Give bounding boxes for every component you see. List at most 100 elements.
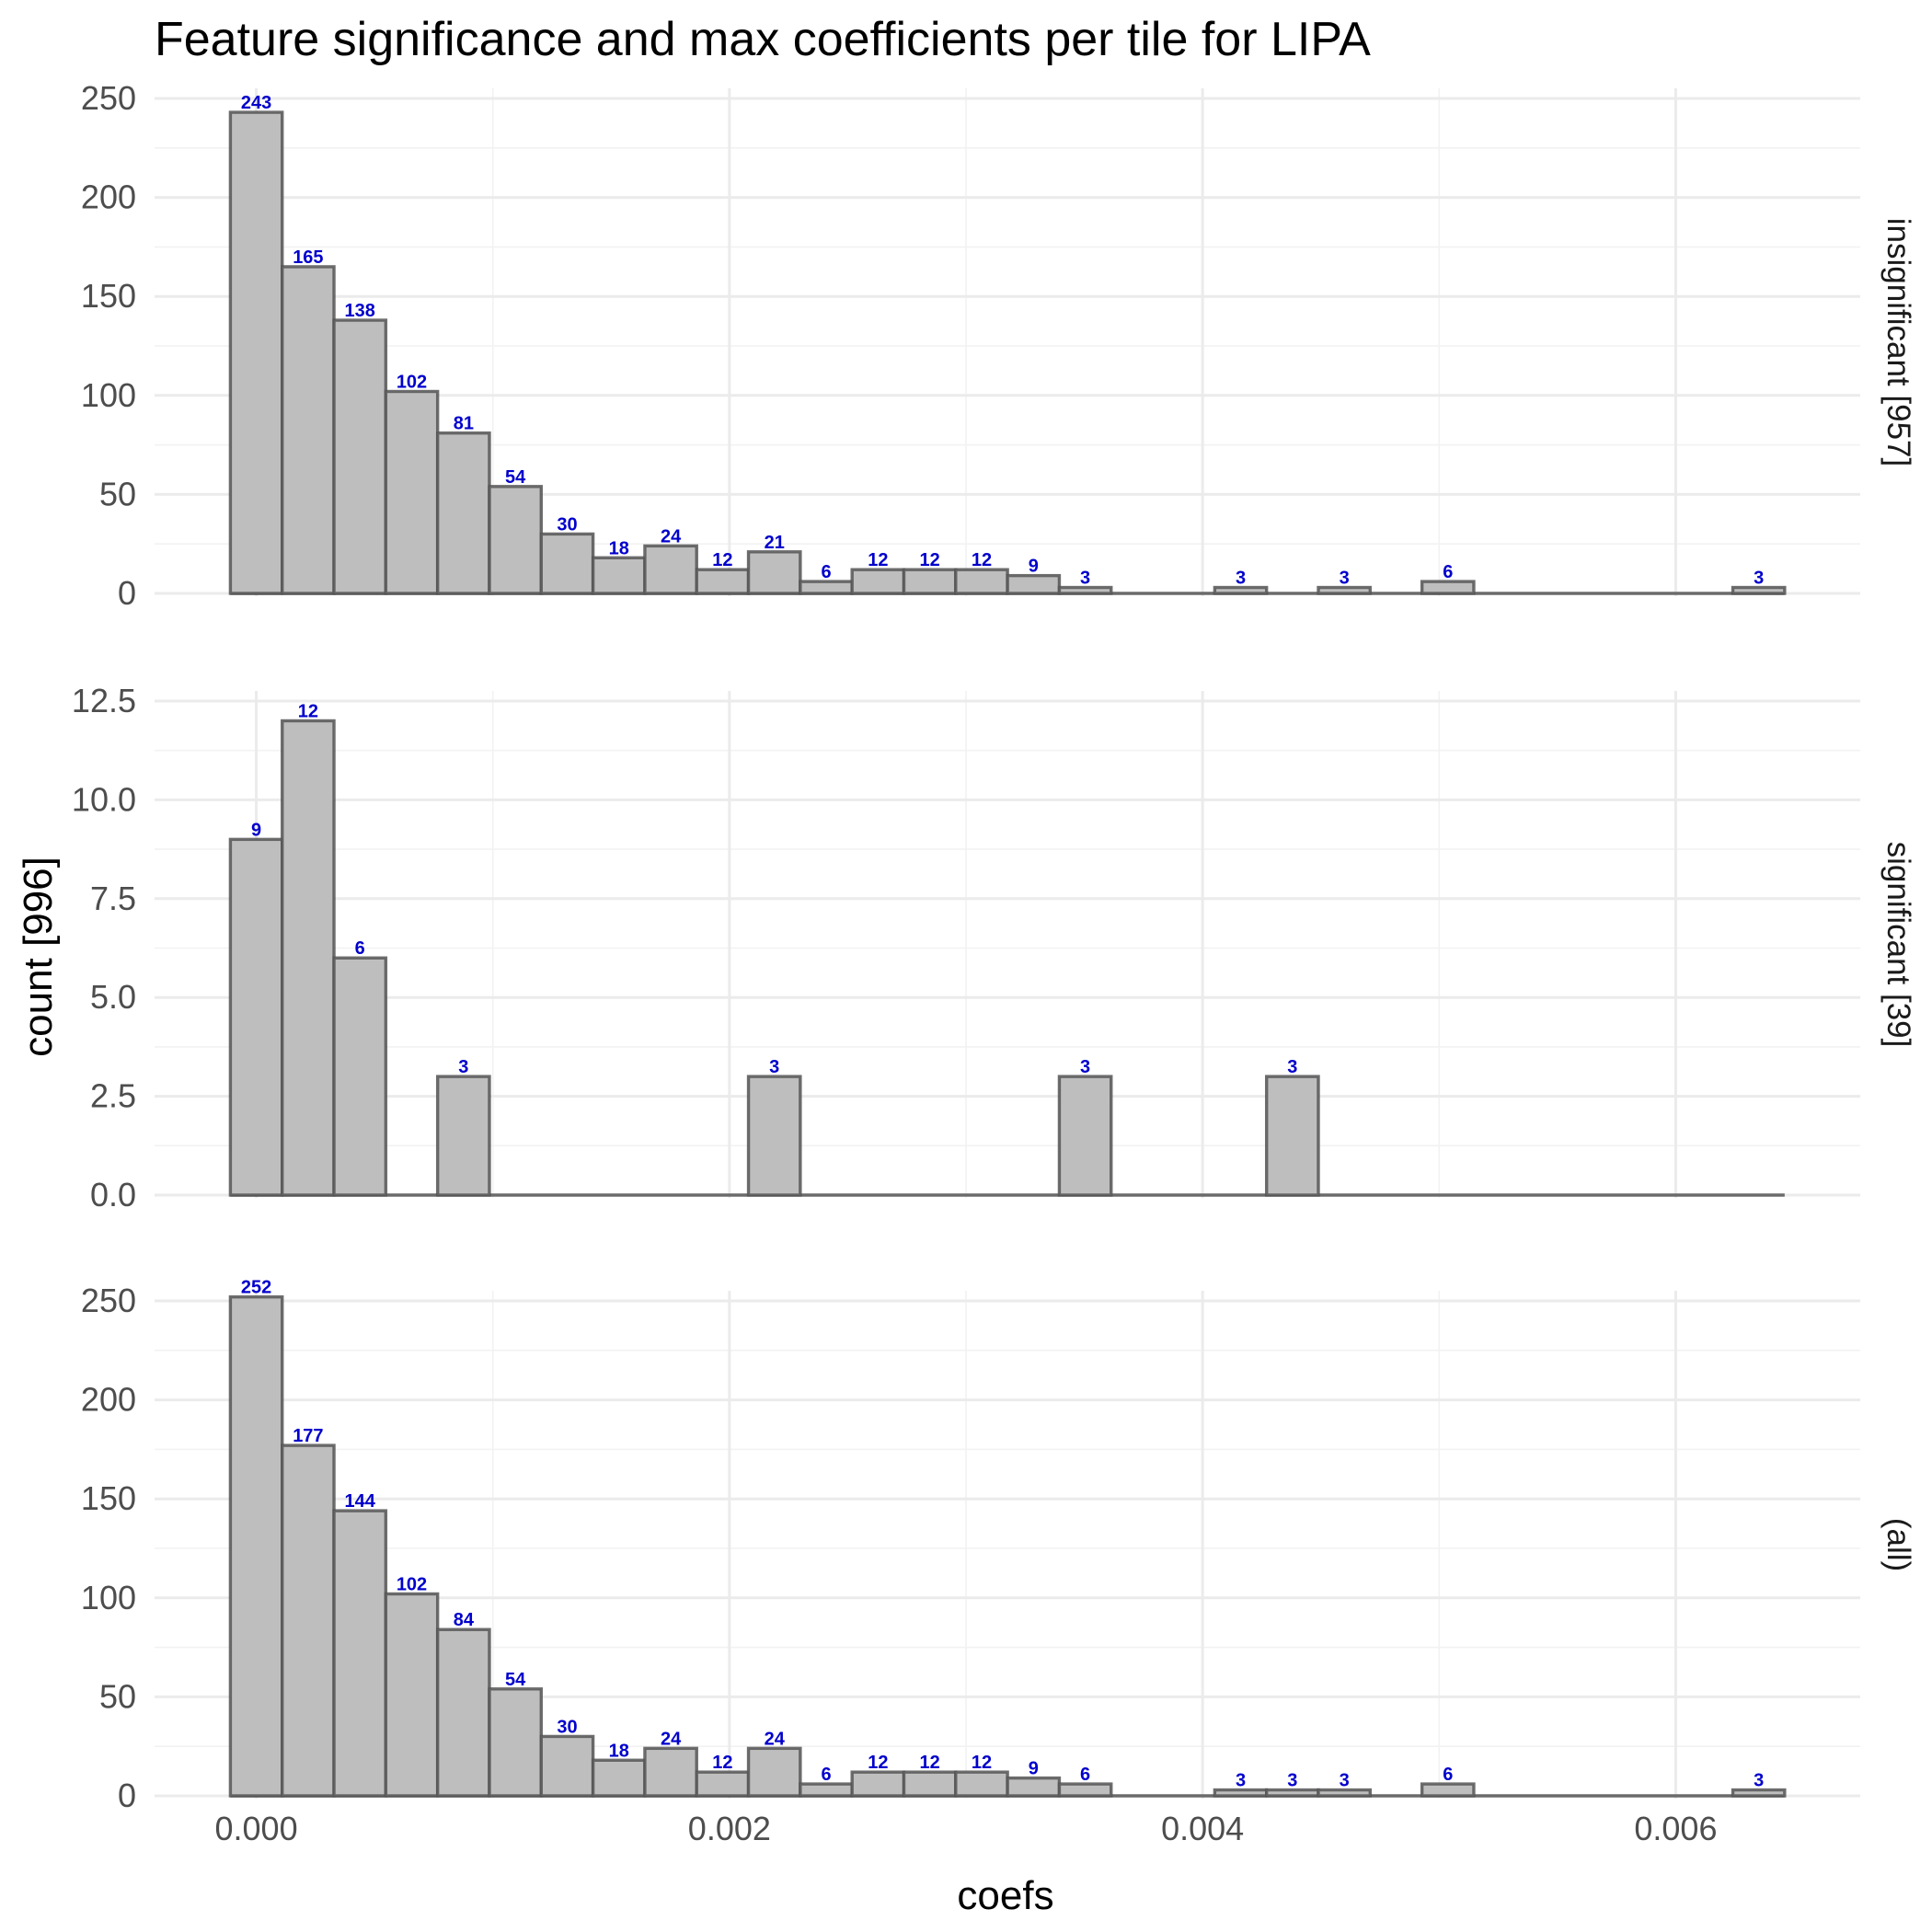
histogram-bar: [954, 568, 1009, 595]
histogram-bar: [228, 1294, 284, 1798]
y-tick-label: 200: [81, 1381, 136, 1419]
bar-data-label: 165: [293, 247, 323, 268]
facet-strip-label: (all): [1880, 1518, 1916, 1571]
bar-data-label: 3: [1287, 1057, 1297, 1077]
y-tick-label: 0: [118, 1777, 136, 1814]
bar-data-label: 24: [765, 1729, 786, 1749]
histogram-bar: [591, 556, 647, 595]
bar-data-label: 3: [1236, 569, 1246, 589]
y-tick-label: 5.0: [90, 978, 136, 1016]
facet-panel: 0 50 100 150 200 250 252 177 144 102 84 54 30 18 24 12 2…: [81, 1278, 1916, 1814]
y-tick-label: 100: [81, 376, 136, 414]
histogram-bar: [643, 1746, 698, 1798]
bar-data-label: 3: [1287, 1771, 1297, 1791]
histogram-bar: [435, 1075, 491, 1197]
histogram-bar: [281, 719, 336, 1197]
histogram-bar: [384, 389, 440, 595]
facet-panel: 0 50 100 150 200 250 243 165 138 102 81 54 30 18 24 12 2…: [81, 79, 1916, 612]
histogram-bar: [902, 1770, 958, 1798]
histogram-bar: [435, 1627, 491, 1798]
histogram-bar: [1420, 580, 1476, 595]
histogram-bar: [488, 485, 544, 595]
histogram-bar: [746, 550, 802, 595]
histogram-bar: [228, 837, 284, 1197]
histogram-bar: [539, 532, 595, 595]
bar-data-label: 12: [712, 550, 732, 570]
bar-data-label: 9: [251, 820, 261, 840]
bar-data-label: 3: [769, 1057, 779, 1077]
bar-data-label: 18: [609, 538, 629, 558]
histogram-bar: [850, 568, 906, 595]
bar-data-label: 6: [821, 562, 831, 582]
histogram-bar: [228, 110, 284, 595]
x-axis: 0.000 0.002 0.004 0.006: [215, 1810, 1718, 1847]
histogram-bar: [695, 1770, 751, 1798]
facet-strip-label: insignificant [957]: [1880, 218, 1916, 466]
histogram-bar: [1057, 1075, 1113, 1197]
histogram-bar: [643, 544, 698, 595]
bar-data-label: 3: [1754, 569, 1764, 589]
histogram-bar: [1317, 1788, 1373, 1798]
histogram-bar: [539, 1734, 595, 1798]
bar-data-label: 18: [609, 1741, 629, 1761]
y-tick-label: 250: [81, 1282, 136, 1319]
facet-panel: 0.0 2.5 5.0 7.5 10.0 12.5 9 12 6 3 3 3 3 significant …: [72, 682, 1916, 1213]
bar-data-label: 6: [821, 1765, 831, 1785]
bar-data-label: 3: [1340, 1771, 1350, 1791]
bar-data-label: 3: [1080, 569, 1090, 589]
y-tick-label: 10.0: [72, 780, 136, 818]
bar-data-label: 177: [293, 1426, 323, 1446]
x-tick-label: 0.004: [1161, 1810, 1244, 1847]
histogram-bar: [332, 1509, 388, 1798]
bar-data-label: 12: [920, 550, 940, 570]
histogram-bar: [281, 265, 336, 595]
bar-data-label: 102: [397, 1574, 427, 1594]
x-axis-title: coefs: [957, 1873, 1053, 1918]
histogram-bar: [1731, 585, 1787, 595]
histogram-bar: [954, 1770, 1009, 1798]
bar-data-label: 9: [1029, 1759, 1039, 1779]
histogram-bar: [799, 580, 854, 595]
y-tick-label: 150: [81, 277, 136, 315]
bar-data-label: 102: [397, 372, 427, 392]
bar-data-label: 30: [557, 1717, 577, 1737]
histogram-bar: [1731, 1788, 1787, 1798]
histogram-bar: [695, 568, 751, 595]
histogram-bar: [1264, 1075, 1320, 1197]
bar-data-label: 84: [454, 1610, 475, 1630]
y-tick-label: 7.5: [90, 880, 136, 917]
histogram-bar: [850, 1770, 906, 1798]
bar-data-label: 24: [661, 1729, 682, 1749]
y-tick-label: 50: [99, 475, 136, 512]
facet-strip-label: significant [39]: [1880, 842, 1916, 1048]
x-tick-label: 0.000: [215, 1810, 298, 1847]
bar-data-label: 12: [972, 1753, 992, 1773]
y-tick-label: 100: [81, 1579, 136, 1616]
bar-data-label: 12: [972, 550, 992, 570]
bar-data-label: 12: [868, 550, 888, 570]
bar-data-label: 12: [298, 701, 318, 721]
y-tick-label: 0: [118, 574, 136, 612]
y-tick-label: 0.0: [90, 1176, 136, 1213]
y-tick-label: 12.5: [72, 682, 136, 719]
histogram-bar: [746, 1746, 802, 1798]
y-tick-label: 150: [81, 1479, 136, 1517]
histogram-bar: [902, 568, 958, 595]
bar-data-label: 81: [454, 414, 474, 434]
bar-data-label: 6: [355, 938, 365, 959]
bar-data-label: 54: [505, 467, 526, 488]
bar-data-label: 12: [712, 1753, 732, 1773]
bar-data-label: 6: [1443, 562, 1453, 582]
histogram-bar: [1317, 585, 1373, 595]
bar-data-label: 3: [1754, 1771, 1764, 1791]
bar-data-label: 3: [458, 1057, 468, 1077]
y-tick-label: 50: [99, 1677, 136, 1715]
bar-data-label: 138: [345, 301, 375, 321]
bar-data-label: 3: [1236, 1771, 1246, 1791]
bar-data-label: 9: [1029, 557, 1039, 577]
histogram-bar: [1213, 585, 1269, 595]
x-tick-label: 0.006: [1634, 1810, 1717, 1847]
bar-data-label: 12: [868, 1753, 888, 1773]
histogram-bar: [591, 1758, 647, 1798]
